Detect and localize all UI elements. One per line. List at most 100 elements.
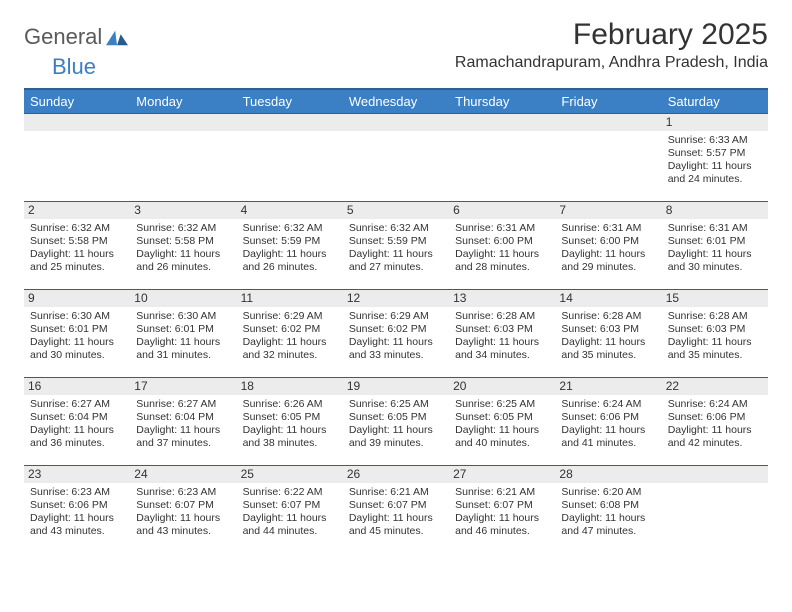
day-info: Sunrise: 6:25 AMSunset: 6:05 PMDaylight:…: [455, 398, 549, 451]
day-number: 10: [130, 290, 236, 307]
calendar-day-cell: 5 Sunrise: 6:32 AMSunset: 5:59 PMDaylight…: [343, 202, 449, 290]
logo-word-1: General: [24, 24, 102, 50]
logo: General: [24, 18, 130, 50]
calendar-day-cell: [449, 114, 555, 202]
calendar-head: SundayMondayTuesdayWednesdayThursdayFrid…: [24, 89, 768, 114]
empty-daynum: [555, 114, 661, 131]
calendar-day-cell: 16 Sunrise: 6:27 AMSunset: 6:04 PMDayligh…: [24, 378, 130, 466]
calendar-day-cell: 7 Sunrise: 6:31 AMSunset: 6:00 PMDaylight…: [555, 202, 661, 290]
day-info: Sunrise: 6:29 AMSunset: 6:02 PMDaylight:…: [349, 310, 443, 363]
calendar-day-cell: [130, 114, 236, 202]
calendar-day-cell: 21 Sunrise: 6:24 AMSunset: 6:06 PMDayligh…: [555, 378, 661, 466]
dayname-header: Thursday: [449, 89, 555, 114]
calendar-day-cell: 19 Sunrise: 6:25 AMSunset: 6:05 PMDayligh…: [343, 378, 449, 466]
day-info: Sunrise: 6:31 AMSunset: 6:00 PMDaylight:…: [455, 222, 549, 275]
dayname-header: Friday: [555, 89, 661, 114]
day-info: Sunrise: 6:24 AMSunset: 6:06 PMDaylight:…: [561, 398, 655, 451]
day-number: 6: [449, 202, 555, 219]
day-number: 24: [130, 466, 236, 483]
day-info: Sunrise: 6:25 AMSunset: 6:05 PMDaylight:…: [349, 398, 443, 451]
calendar-day-cell: 25Sunrise: 6:22 AMSunset: 6:07 PMDayligh…: [237, 466, 343, 554]
calendar-day-cell: 20 Sunrise: 6:25 AMSunset: 6:05 PMDayligh…: [449, 378, 555, 466]
day-info: Sunrise: 6:23 AMSunset: 6:06 PMDaylight:…: [30, 486, 124, 539]
dayname-header: Tuesday: [237, 89, 343, 114]
day-info: Sunrise: 6:27 AMSunset: 6:04 PMDaylight:…: [136, 398, 230, 451]
day-number: 22: [662, 378, 768, 395]
calendar-day-cell: 15Sunrise: 6:28 AMSunset: 6:03 PMDayligh…: [662, 290, 768, 378]
day-number: 7: [555, 202, 661, 219]
calendar-day-cell: 14Sunrise: 6:28 AMSunset: 6:03 PMDayligh…: [555, 290, 661, 378]
calendar-day-cell: 1Sunrise: 6:33 AMSunset: 5:57 PMDaylight…: [662, 114, 768, 202]
day-info: Sunrise: 6:32 AMSunset: 5:59 PMDaylight:…: [349, 222, 443, 275]
calendar-table: SundayMondayTuesdayWednesdayThursdayFrid…: [24, 88, 768, 554]
day-info: Sunrise: 6:21 AMSunset: 6:07 PMDaylight:…: [455, 486, 549, 539]
day-number: 16: [24, 378, 130, 395]
calendar-day-cell: 11 Sunrise: 6:29 AMSunset: 6:02 PMDayligh…: [237, 290, 343, 378]
empty-daynum: [24, 114, 130, 131]
logo-word-2: Blue: [52, 54, 792, 80]
day-number: 23: [24, 466, 130, 483]
calendar-day-cell: 23 Sunrise: 6:23 AMSunset: 6:06 PMDayligh…: [24, 466, 130, 554]
dayname-header: Wednesday: [343, 89, 449, 114]
day-info: Sunrise: 6:28 AMSunset: 6:03 PMDaylight:…: [455, 310, 549, 363]
day-number: 4: [237, 202, 343, 219]
day-info: Sunrise: 6:28 AMSunset: 6:03 PMDaylight:…: [668, 310, 762, 363]
day-info: Sunrise: 6:30 AMSunset: 6:01 PMDaylight:…: [136, 310, 230, 363]
dayname-header: Monday: [130, 89, 236, 114]
calendar-day-cell: 12 Sunrise: 6:29 AMSunset: 6:02 PMDayligh…: [343, 290, 449, 378]
calendar-day-cell: 6 Sunrise: 6:31 AMSunset: 6:00 PMDaylight…: [449, 202, 555, 290]
day-number: 20: [449, 378, 555, 395]
day-info: Sunrise: 6:29 AMSunset: 6:02 PMDaylight:…: [243, 310, 337, 363]
day-info: Sunrise: 6:24 AMSunset: 6:06 PMDaylight:…: [668, 398, 762, 451]
calendar-week-row: 2 Sunrise: 6:32 AMSunset: 5:58 PMDaylight…: [24, 202, 768, 290]
calendar-day-cell: 9 Sunrise: 6:30 AMSunset: 6:01 PMDaylight…: [24, 290, 130, 378]
logo-mark-icon: [106, 28, 128, 46]
calendar-day-cell: 24Sunrise: 6:23 AMSunset: 6:07 PMDayligh…: [130, 466, 236, 554]
day-number: 9: [24, 290, 130, 307]
day-number: 17: [130, 378, 236, 395]
empty-daynum: [662, 466, 768, 483]
day-info: Sunrise: 6:32 AMSunset: 5:58 PMDaylight:…: [136, 222, 230, 275]
calendar-week-row: 1Sunrise: 6:33 AMSunset: 5:57 PMDaylight…: [24, 114, 768, 202]
day-info: Sunrise: 6:32 AMSunset: 5:58 PMDaylight:…: [30, 222, 124, 275]
month-title: February 2025: [455, 18, 768, 52]
day-info: Sunrise: 6:20 AMSunset: 6:08 PMDaylight:…: [561, 486, 655, 539]
day-number: 5: [343, 202, 449, 219]
empty-daynum: [343, 114, 449, 131]
empty-daynum: [237, 114, 343, 131]
day-number: 19: [343, 378, 449, 395]
calendar-week-row: 23 Sunrise: 6:23 AMSunset: 6:06 PMDayligh…: [24, 466, 768, 554]
calendar-day-cell: 3 Sunrise: 6:32 AMSunset: 5:58 PMDaylight…: [130, 202, 236, 290]
day-number: 3: [130, 202, 236, 219]
calendar-day-cell: 8Sunrise: 6:31 AMSunset: 6:01 PMDaylight…: [662, 202, 768, 290]
day-number: 21: [555, 378, 661, 395]
day-info: Sunrise: 6:21 AMSunset: 6:07 PMDaylight:…: [349, 486, 443, 539]
day-info: Sunrise: 6:22 AMSunset: 6:07 PMDaylight:…: [243, 486, 337, 539]
empty-daynum: [449, 114, 555, 131]
calendar-day-cell: 28Sunrise: 6:20 AMSunset: 6:08 PMDayligh…: [555, 466, 661, 554]
day-number: 13: [449, 290, 555, 307]
calendar-body: 1Sunrise: 6:33 AMSunset: 5:57 PMDaylight…: [24, 114, 768, 554]
day-info: Sunrise: 6:27 AMSunset: 6:04 PMDaylight:…: [30, 398, 124, 451]
day-info: Sunrise: 6:31 AMSunset: 6:00 PMDaylight:…: [561, 222, 655, 275]
day-info: Sunrise: 6:31 AMSunset: 6:01 PMDaylight:…: [668, 222, 762, 275]
calendar-day-cell: 4Sunrise: 6:32 AMSunset: 5:59 PMDaylight…: [237, 202, 343, 290]
calendar-day-cell: [662, 466, 768, 554]
calendar-day-cell: 18Sunrise: 6:26 AMSunset: 6:05 PMDayligh…: [237, 378, 343, 466]
calendar-day-cell: [237, 114, 343, 202]
calendar-day-cell: 26Sunrise: 6:21 AMSunset: 6:07 PMDayligh…: [343, 466, 449, 554]
calendar-day-cell: 17 Sunrise: 6:27 AMSunset: 6:04 PMDayligh…: [130, 378, 236, 466]
day-number: 12: [343, 290, 449, 307]
empty-daynum: [130, 114, 236, 131]
calendar-day-cell: 13 Sunrise: 6:28 AMSunset: 6:03 PMDayligh…: [449, 290, 555, 378]
calendar-week-row: 16 Sunrise: 6:27 AMSunset: 6:04 PMDayligh…: [24, 378, 768, 466]
dayname-header: Sunday: [24, 89, 130, 114]
day-info: Sunrise: 6:30 AMSunset: 6:01 PMDaylight:…: [30, 310, 124, 363]
calendar-day-cell: [555, 114, 661, 202]
day-number: 11: [237, 290, 343, 307]
day-number: 2: [24, 202, 130, 219]
calendar-week-row: 9 Sunrise: 6:30 AMSunset: 6:01 PMDaylight…: [24, 290, 768, 378]
day-info: Sunrise: 6:28 AMSunset: 6:03 PMDaylight:…: [561, 310, 655, 363]
calendar-day-cell: 22 Sunrise: 6:24 AMSunset: 6:06 PMDayligh…: [662, 378, 768, 466]
day-number: 18: [237, 378, 343, 395]
